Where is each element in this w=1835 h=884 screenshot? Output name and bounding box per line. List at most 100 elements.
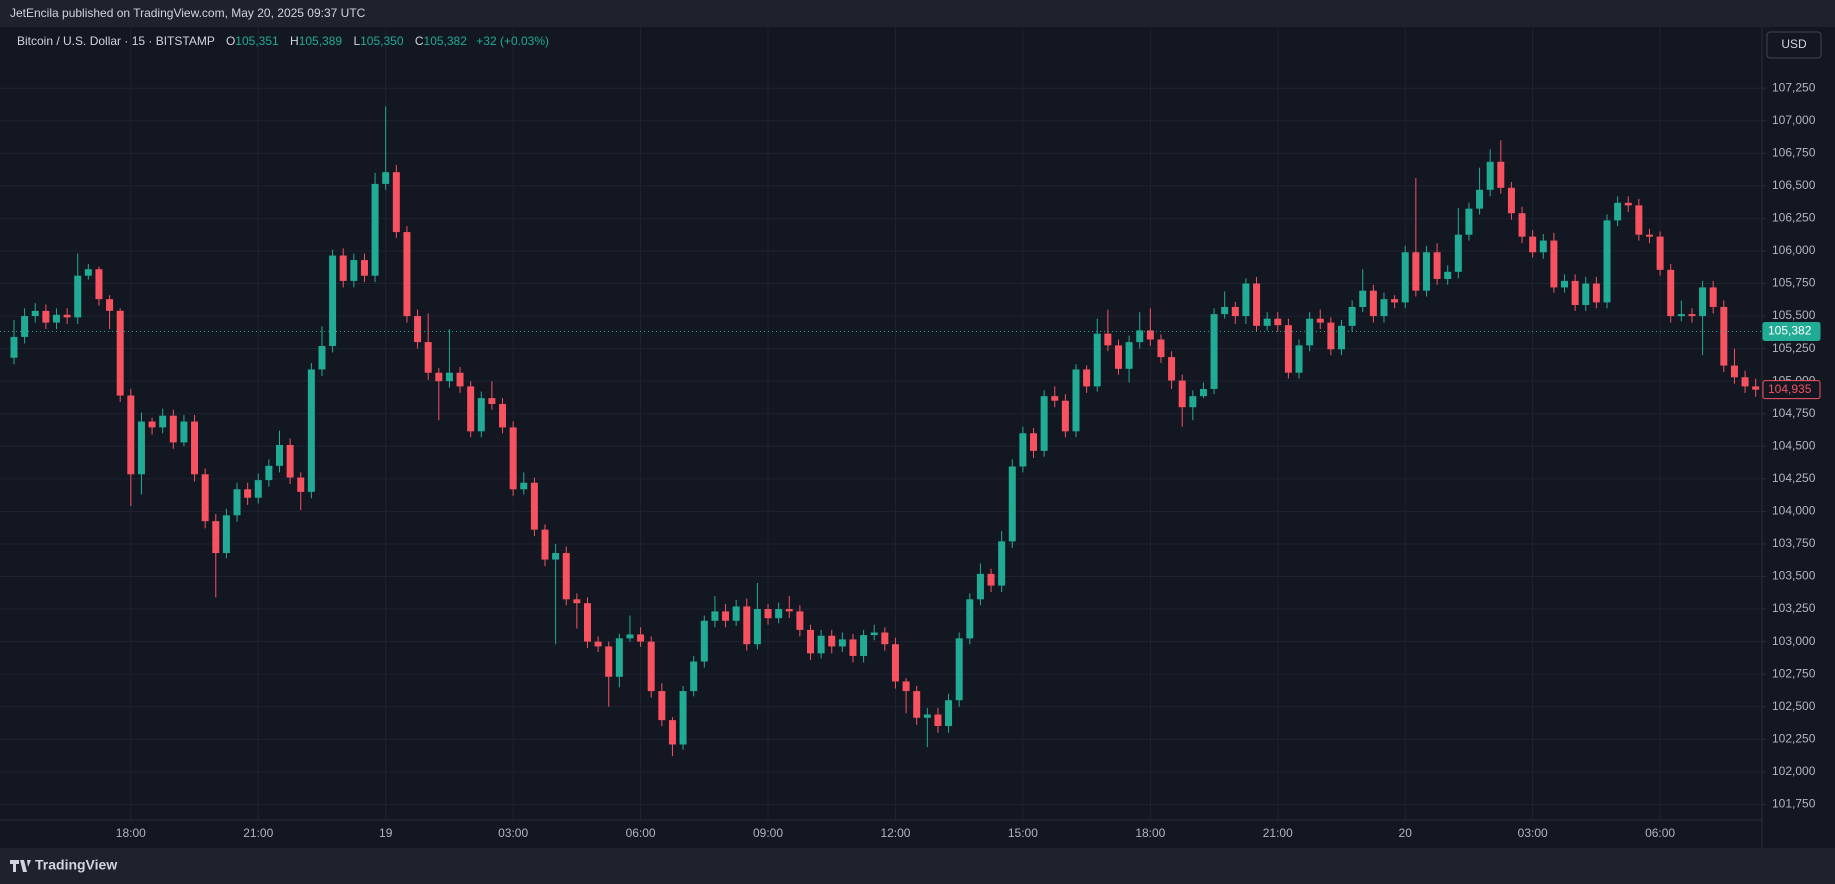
candle-body [520, 482, 528, 490]
candle-body [902, 681, 910, 692]
candle-body [1061, 400, 1069, 432]
candle-body [350, 260, 358, 281]
candle-body [435, 372, 443, 382]
axes: 101,750 102,000 102,250 102,500 102,750 103,0… [116, 80, 1821, 840]
candle-body [1242, 283, 1250, 317]
logo-mark [10, 860, 31, 872]
candle-body [1019, 433, 1027, 467]
candle-body [445, 372, 453, 382]
candle-body [1359, 290, 1367, 307]
y-tick-label: 102,750 [1772, 666, 1816, 680]
symbol: Bitcoin / U.S. Dollar · 15 · BITSTAMP [17, 34, 215, 48]
y-tick-label: 107,000 [1772, 113, 1816, 127]
candle-body [891, 644, 899, 682]
candle-body [1571, 280, 1579, 306]
candle-body [1465, 208, 1473, 235]
x-tick-label: 12:00 [880, 826, 910, 840]
price-tag-label: 104,935 [1768, 382, 1812, 396]
candle-body [1592, 283, 1600, 303]
x-tick-label: 18:00 [116, 826, 146, 840]
candle-body [605, 646, 613, 677]
candle-body [775, 609, 783, 619]
candle-body [1688, 314, 1696, 317]
candle-body [1189, 396, 1197, 408]
candle-body [1401, 252, 1409, 303]
candle-body [722, 611, 730, 621]
currency-label[interactable]: USD [1781, 37, 1807, 51]
x-tick-label: 03:00 [498, 826, 528, 840]
candle-body [1369, 290, 1377, 317]
candle-body [477, 398, 485, 432]
candle-body [1210, 314, 1218, 389]
candle-body [1157, 339, 1165, 358]
candle-body [966, 599, 974, 639]
candle-body [1306, 318, 1314, 346]
y-tick-label: 102,000 [1772, 764, 1816, 778]
x-tick-label: 21:00 [243, 826, 273, 840]
candle-body [106, 299, 114, 311]
candle-body [212, 521, 220, 554]
candle-body [1497, 161, 1505, 188]
candle-body [1412, 252, 1420, 291]
candle-body [1295, 345, 1303, 373]
candle-body [1231, 306, 1239, 317]
candle-body [1263, 318, 1271, 326]
candle-body [1072, 369, 1080, 432]
candle-body [1168, 357, 1176, 381]
candle-body [84, 269, 92, 276]
candle-body [1422, 252, 1430, 291]
candle-body [1730, 365, 1738, 378]
currency-button[interactable] [1766, 31, 1822, 59]
candle-body [1677, 314, 1685, 317]
candle-body [785, 609, 793, 612]
candle-body [297, 477, 305, 492]
candle-body [817, 635, 825, 654]
candle-body [711, 611, 719, 621]
candle-body [1338, 325, 1345, 350]
candle-body [732, 606, 740, 621]
y-tick-label: 106,250 [1772, 211, 1816, 225]
candle-body [913, 691, 921, 718]
candle-body [286, 444, 294, 478]
candle-body [1709, 287, 1717, 307]
candle-body [276, 444, 283, 466]
candle-body [573, 599, 581, 604]
candle-body [945, 700, 953, 726]
candle-body [148, 421, 156, 428]
y-tick-label: 103,500 [1772, 569, 1816, 583]
candle-body [1454, 234, 1462, 272]
candle-body [658, 691, 666, 721]
candle-body [1444, 271, 1452, 279]
candle-body [1380, 299, 1388, 317]
candle-body [1030, 433, 1038, 451]
candle-body [690, 661, 698, 692]
candle-body [1114, 345, 1122, 369]
candle-body [318, 346, 326, 370]
candle-body [1645, 234, 1653, 237]
candle-body [1529, 236, 1537, 253]
top-bar [0, 0, 1835, 27]
candle-body [987, 573, 995, 586]
candle-body [594, 641, 602, 647]
candle-body [1720, 306, 1728, 366]
y-tick-label: 104,750 [1772, 406, 1816, 420]
candle-body [1093, 333, 1101, 387]
candle-body [403, 232, 411, 317]
candle-body [265, 465, 273, 481]
candle-body [127, 395, 135, 475]
candle-body [626, 634, 634, 639]
legend-value: 105,382 [424, 34, 468, 48]
candle-body [1083, 369, 1091, 387]
candle-body [307, 369, 315, 492]
candle-body [488, 398, 496, 404]
candle-body [1348, 306, 1356, 326]
x-tick-label: 09:00 [753, 826, 783, 840]
x-tick-label: 06:00 [626, 826, 656, 840]
candle-body [1656, 236, 1664, 270]
candle-body [222, 515, 230, 554]
candle-body [562, 553, 570, 600]
footer-brand: TradingView [35, 857, 117, 873]
candle-body [499, 403, 507, 428]
y-tick-label: 103,000 [1772, 634, 1816, 648]
